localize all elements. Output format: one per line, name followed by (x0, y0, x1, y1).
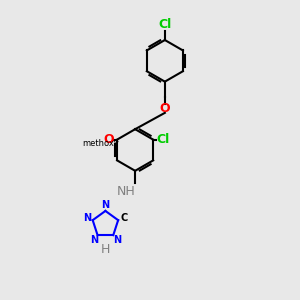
Text: N: N (90, 235, 98, 245)
Text: NH: NH (117, 185, 136, 198)
Text: Cl: Cl (158, 18, 172, 31)
Text: N: N (83, 213, 91, 223)
Text: N: N (113, 235, 121, 245)
Text: methoxy: methoxy (82, 139, 119, 148)
Text: N: N (101, 200, 110, 210)
Text: Cl: Cl (156, 133, 169, 146)
Text: C: C (120, 213, 128, 223)
Text: O: O (103, 133, 114, 146)
Text: O: O (160, 102, 170, 115)
Text: H: H (101, 243, 110, 256)
